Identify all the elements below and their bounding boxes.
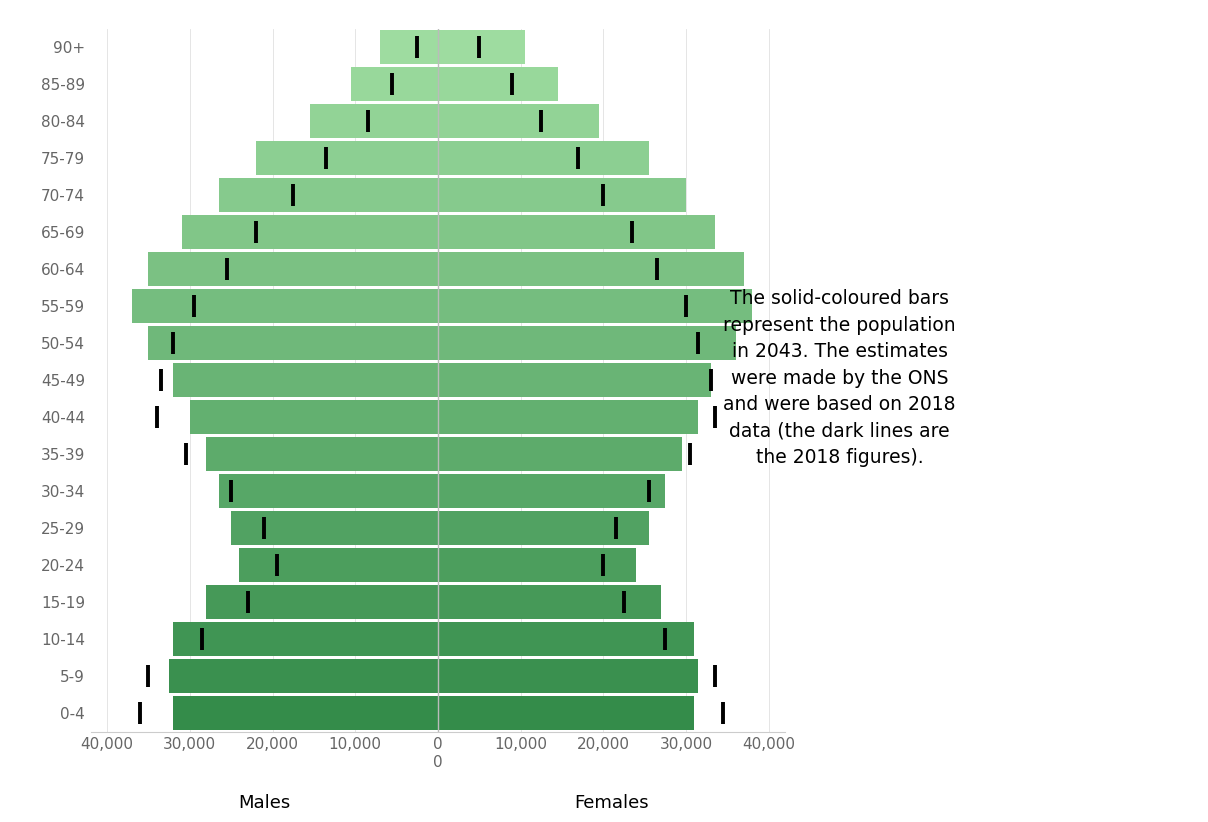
Bar	[437, 622, 695, 656]
Text: The solid-coloured bars
represent the population
in 2043. The estimates
were mad: The solid-coloured bars represent the po…	[724, 289, 956, 467]
Bar	[219, 178, 437, 212]
Bar	[239, 548, 437, 582]
Bar	[149, 252, 437, 286]
Bar	[437, 289, 753, 323]
Bar	[132, 289, 437, 323]
Bar	[437, 104, 599, 138]
Bar	[437, 696, 695, 730]
Bar	[181, 215, 437, 249]
Bar	[437, 437, 681, 471]
Text: Males: Males	[238, 794, 290, 812]
Bar	[437, 659, 698, 693]
Bar	[437, 215, 715, 249]
Bar	[309, 104, 437, 138]
Bar	[207, 585, 437, 619]
Bar	[231, 511, 437, 545]
Bar	[173, 696, 437, 730]
Bar	[437, 474, 666, 508]
Bar	[437, 363, 710, 397]
Bar	[149, 326, 437, 360]
Text: Females: Females	[574, 794, 649, 812]
Bar	[173, 622, 437, 656]
Bar	[437, 548, 637, 582]
Bar	[437, 30, 524, 64]
Bar	[437, 67, 558, 101]
Bar	[381, 30, 437, 64]
Bar	[437, 252, 744, 286]
Bar	[437, 585, 661, 619]
Bar	[437, 326, 736, 360]
Bar	[207, 437, 437, 471]
Bar	[437, 511, 649, 545]
Bar	[352, 67, 437, 101]
Bar	[437, 400, 698, 434]
Bar	[256, 141, 437, 175]
Bar	[173, 363, 437, 397]
Bar	[437, 141, 649, 175]
Bar	[219, 474, 437, 508]
Bar	[190, 400, 437, 434]
Bar	[437, 178, 686, 212]
Bar	[169, 659, 437, 693]
